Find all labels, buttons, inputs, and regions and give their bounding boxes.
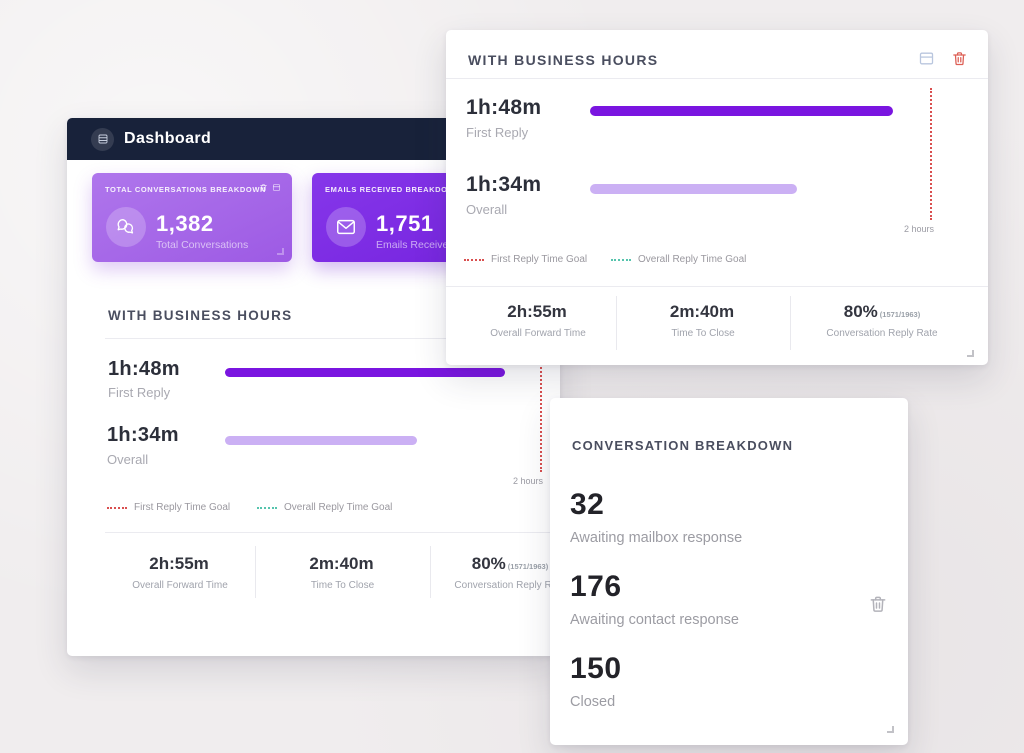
legend-overall-reply-goal: Overall Reply Time Goal (257, 502, 392, 513)
overall-value: 1h:34m (466, 173, 542, 196)
stat-value: 2h:55m (149, 554, 209, 573)
red-dotted-swatch (107, 506, 127, 509)
chat-bubbles-icon (117, 218, 134, 234)
overall-value: 1h:34m (107, 424, 179, 446)
stat-label: Overall Forward Time (490, 328, 586, 339)
delete-card-button[interactable] (868, 594, 888, 614)
legend-first-reply-goal: First Reply Time Goal (464, 254, 587, 265)
trash-icon[interactable] (259, 183, 268, 192)
time-to-close-stat: 2m:40m Time To Close (616, 302, 790, 339)
stat-label: Conversation Reply Rate (454, 580, 566, 591)
legend-label: First Reply Time Goal (134, 502, 231, 513)
card-view-icon (919, 52, 934, 65)
stat-label: Time To Close (310, 580, 375, 591)
envelope-icon (337, 219, 355, 235)
stat-separator (616, 296, 617, 350)
stat-note: (1571/1963) (507, 562, 549, 571)
stat-label: Conversation Reply Rate (826, 328, 938, 339)
goal-line-label: 2 hours (903, 224, 934, 234)
red-dotted-swatch (464, 258, 484, 261)
stat-card-title: EMAILS RECEIVED BREAKDOWN (325, 185, 462, 194)
card-view-icon[interactable] (272, 183, 281, 192)
first-reply-bar (590, 106, 893, 116)
first-reply-bar (225, 368, 506, 377)
stat-value: 2m:40m (309, 554, 374, 573)
goal-line-label: 2 hours (512, 476, 543, 486)
legend-label: Overall Reply Time Goal (638, 254, 747, 265)
card-title: WITH BUSINESS HOURS (468, 52, 659, 68)
delete-card-button[interactable] (951, 50, 968, 67)
overall-bar (225, 436, 418, 445)
first-reply-bar-track (225, 368, 540, 377)
goal-line (540, 360, 542, 472)
legend-overall-reply-goal: Overall Reply Time Goal (611, 254, 746, 265)
stat-icon-circle (326, 207, 366, 247)
first-reply-label: First Reply (466, 125, 529, 140)
stat-label: Time To Close (671, 328, 735, 339)
page-title: Dashboard (124, 130, 212, 147)
overall-bar-track (590, 184, 930, 194)
conversation-reply-rate-stat: 80% (1571/1963) Conversation Reply Rate (790, 302, 974, 339)
stat-separator (255, 546, 256, 598)
stat-separator (430, 546, 431, 598)
card-view-button[interactable] (918, 50, 935, 67)
divider (105, 532, 560, 533)
first-reply-label: First Reply (108, 385, 171, 400)
stat-separator (790, 296, 791, 350)
overall-forward-time-stat: 2h:55m Overall Forward Time (105, 554, 255, 591)
legend-label: First Reply Time Goal (491, 254, 588, 265)
closed-value: 150 (570, 652, 622, 685)
first-reply-bar-track (590, 106, 930, 116)
stat-label: Overall Forward Time (132, 580, 228, 591)
stat-note: (1571/1963) (879, 310, 921, 319)
conversation-reply-rate-stat: 80% (1571/1963) Conversation Reply Rate (430, 554, 590, 591)
goal-line (930, 88, 932, 220)
stat-value: 2m:40m (669, 302, 735, 321)
stat-value: 1,382 (156, 211, 214, 236)
dashboard-menu-button[interactable] (91, 127, 114, 151)
stat-label: Emails Received (376, 239, 455, 251)
legend-first-reply-goal: First Reply Time Goal (107, 502, 230, 513)
trash-icon (870, 596, 886, 612)
divider (105, 338, 525, 339)
awaiting-mailbox-label: Awaiting mailbox response (570, 530, 743, 546)
overall-bar (590, 184, 798, 194)
total-conversations-card: TOTAL CONVERSATIONS BREAKDOWN 1,382 Tota… (92, 173, 292, 262)
stat-label: Total Conversations (156, 239, 249, 251)
section-title: WITH BUSINESS HOURS (108, 308, 293, 323)
closed-label: Closed (570, 694, 616, 710)
business-hours-card: WITH BUSINESS HOURS 1h:48m First Reply 1… (446, 30, 988, 365)
resize-corner-handle[interactable] (277, 248, 284, 255)
resize-corner-handle[interactable] (967, 350, 974, 357)
trash-icon (953, 52, 966, 66)
stat-value: 80% (471, 554, 506, 573)
overall-forward-time-stat: 2h:55m Overall Forward Time (460, 302, 616, 339)
awaiting-mailbox-value: 32 (570, 488, 605, 521)
overall-bar-track (225, 436, 540, 445)
legend-label: Overall Reply Time Goal (284, 502, 393, 513)
stat-value: 2h:55m (507, 302, 567, 321)
card-title: CONVERSATION BREAKDOWN (572, 438, 794, 453)
first-reply-value: 1h:48m (466, 96, 542, 119)
awaiting-contact-value: 176 (570, 570, 622, 603)
teal-dotted-swatch (611, 258, 631, 261)
stat-value: 80% (843, 302, 878, 321)
stat-value: 1,751 (376, 211, 434, 236)
awaiting-contact-label: Awaiting contact response (570, 612, 740, 628)
first-reply-value: 1h:48m (108, 358, 180, 380)
teal-dotted-swatch (257, 506, 277, 509)
overall-label: Overall (107, 452, 149, 467)
divider (446, 78, 988, 79)
stat-icon-circle (106, 207, 146, 247)
overall-label: Overall (466, 202, 508, 217)
resize-corner-handle[interactable] (887, 726, 894, 733)
stat-card-title: TOTAL CONVERSATIONS BREAKDOWN (105, 185, 267, 194)
conversation-breakdown-card: CONVERSATION BREAKDOWN 32 Awaiting mailb… (550, 398, 908, 745)
grid-icon (98, 134, 107, 144)
time-to-close-stat: 2m:40m Time To Close (255, 554, 430, 591)
divider (446, 286, 988, 287)
